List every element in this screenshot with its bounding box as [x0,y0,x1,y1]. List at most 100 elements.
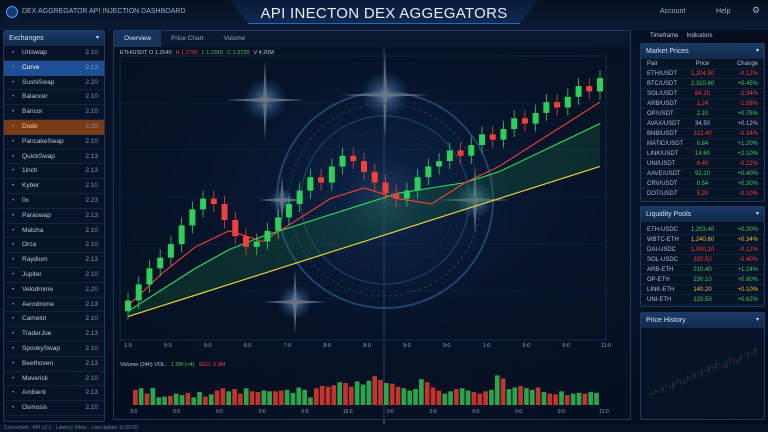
sidebar-item-value: 2.10 [85,182,98,190]
sidebar-item[interactable]: • SushiSwap 2.20 [4,76,104,91]
price-value: 2,310.60 [690,80,715,87]
table-row[interactable]: ARB/USDT 1.24 -1.08% [641,99,764,109]
panel-header: Price History ▾ [641,313,764,328]
table-row[interactable]: WBTC-ETH 1,240.60 +0.34% [641,235,764,245]
account-link[interactable]: Account [660,8,686,15]
change-value: -0.12% [738,70,758,77]
sidebar-item[interactable]: • Orca 2.10 [4,238,104,254]
pair-name: AVAX/USDT [647,120,681,127]
sidebar-item-value: 2.13 [85,389,98,397]
tab-overview[interactable]: Overview [114,31,162,47]
help-link[interactable]: Help [716,8,731,15]
sidebar-item[interactable]: • SpookySwap 2.10 [4,342,104,357]
table-row[interactable]: MATIC/USDT 0.84 +1.20% [641,139,764,149]
table-row[interactable]: CRV/USDT 0.54 +0.30% [641,179,764,189]
market-prices-panel: Market Prices ▾ Pair Price Change ETH/USDT 1… [640,43,765,202]
sidebar-item[interactable]: • Velodrome 2.20 [4,283,104,298]
x-tick-label: 5:0 [523,343,531,349]
indicators-button[interactable]: Indicators [686,33,713,39]
bullet-icon: • [12,315,15,323]
sidebar-item[interactable]: • Matcha 2.10 [4,224,104,239]
change-value: +1.20% [737,140,758,147]
table-row[interactable]: BNB/USDT 312.40 -0.34% [641,129,764,139]
sidebar-item[interactable]: • Kyber 2.10 [4,179,104,194]
table-row[interactable]: LINK/USDT 14.60 +2.10% [641,149,764,159]
sidebar-item-label: Velodrome [22,285,54,293]
volume-bar [197,392,202,405]
table-row[interactable]: LINK-ETH 140.20 +0.10% [641,285,764,295]
sidebar-item[interactable]: • Maverick 2.10 [4,372,104,387]
table-row[interactable]: ETH/USDT 1,204.50 -0.12% [641,69,764,79]
sidebar-item[interactable]: • 1inch 2.13 [4,164,104,180]
sidebar-item[interactable]: • Aerodrome 2.13 [4,298,104,313]
table-row[interactable]: OP/USDT 2.10 +0.76% [641,109,764,119]
sidebar-item-value: 2.10 [85,241,98,249]
table-row[interactable]: UNI-ETH 120.50 +0.62% [641,295,764,305]
table-row[interactable]: DOT/USDT 5.20 -0.10% [641,189,764,199]
price-value: 1,204.50 [690,70,715,77]
chevron-down-icon[interactable]: ▾ [755,211,759,217]
volume-bar [232,389,237,405]
sidebar-item[interactable]: • Jupiter 2.10 [4,268,104,283]
sidebar-item[interactable]: • Osmosis 2.10 [4,401,104,416]
sidebar-item[interactable]: • Dodo 2.20 [4,119,104,135]
sidebar-item[interactable]: • Ambient 2.13 [4,386,104,402]
sidebar-item[interactable]: • Curve 2.13 [4,60,104,76]
volume-bar [489,389,494,405]
sidebar-item[interactable]: • Uniswap 2.10 [4,46,104,61]
table-row[interactable]: DAI-USDC 1,000.10 -0.12% [641,245,764,255]
volume-bar [535,387,541,405]
sidebar-header[interactable]: Exchanges ▾ [4,31,104,46]
volume-bar [541,392,547,405]
sidebar-item[interactable]: • Bancor 2.10 [4,105,104,120]
table-row[interactable]: BTC/USDT 2,310.60 +0.45% [641,79,764,89]
bullet-icon: • [12,344,15,352]
price-value: 1,240.60 [690,236,715,243]
liquidity-pools-panel: Liquidity Pools ▾ ETH-USDC 1,203.40 +0.20% W… [640,206,765,307]
bullet-icon: • [12,285,15,293]
sidebar-item-value: 2.10 [85,270,98,278]
x-tick-label: 0:0 [131,409,138,415]
table-row[interactable]: UNI/USDT 6.40 -0.22% [641,159,764,169]
table-row[interactable]: AVAX/USDT 34.50 +0.12% [641,119,764,129]
volume-bar [471,392,477,405]
sidebar-item[interactable]: • Paraswap 2.13 [4,209,104,224]
bullet-icon: • [12,359,15,367]
table-row[interactable]: AAVE/USDT 92.10 +0.40% [641,169,764,179]
sidebar-item-label: Matcha [22,226,44,234]
bullet-icon: • [12,167,15,175]
sidebar-item[interactable]: • QuickSwap 2.13 [4,150,104,165]
sidebar-item-label: QuickSwap [22,152,55,160]
legend-item: Volume (24h) VOL: [120,362,167,368]
sidebar-item[interactable]: • TraderJoe 2.13 [4,327,104,342]
x-tick-label: 0:0 [472,409,479,415]
x-tick-label: 6:0 [244,343,252,349]
pair-name: BNB/USDT [647,130,678,137]
candle [403,190,410,199]
gear-icon[interactable]: ⚙ [752,5,761,15]
tab-price-chart[interactable]: Price Chart [171,35,204,42]
x-tick-label: 0:0 [216,409,223,415]
sidebar-item[interactable]: • 0x 2.23 [4,194,104,209]
tab-volume[interactable]: Volume [223,35,246,42]
sidebar-item[interactable]: • Raydium 2.13 [4,253,104,268]
chevron-down-icon[interactable]: ▾ [755,48,759,54]
sidebar-item[interactable]: • Beethoven 2.13 [4,357,104,372]
chevron-down-icon[interactable]: ▾ [755,317,759,323]
table-row[interactable]: SOL-USDC 320.50 -0.40% [641,255,764,265]
sidebar-item[interactable]: • PancakeSwap 2.10 [4,135,104,150]
table-row[interactable]: OP-ETH 230.10 +0.80% [641,275,764,285]
volume-bar [267,391,272,405]
table-row[interactable]: ARB-ETH 210.40 +1.24% [641,265,764,275]
sidebar-item-label: SpookySwap [22,344,60,352]
timeframe-button[interactable]: Timeframe [650,33,679,39]
candle [296,190,303,204]
price-value: 210.40 [693,266,712,273]
sidebar-item[interactable]: • Camelot 2.10 [4,312,104,328]
table-row[interactable]: ETH-USDC 1,203.40 +0.20% [641,225,764,235]
price-value: 140.20 [693,286,712,293]
panel-title: Market Prices [646,48,689,55]
table-row[interactable]: SOL/USDT 84.20 -2.34% [641,89,764,99]
sidebar-item-value: 2.20 [85,122,98,130]
sidebar-item[interactable]: • Balancer 2.10 [4,90,104,106]
